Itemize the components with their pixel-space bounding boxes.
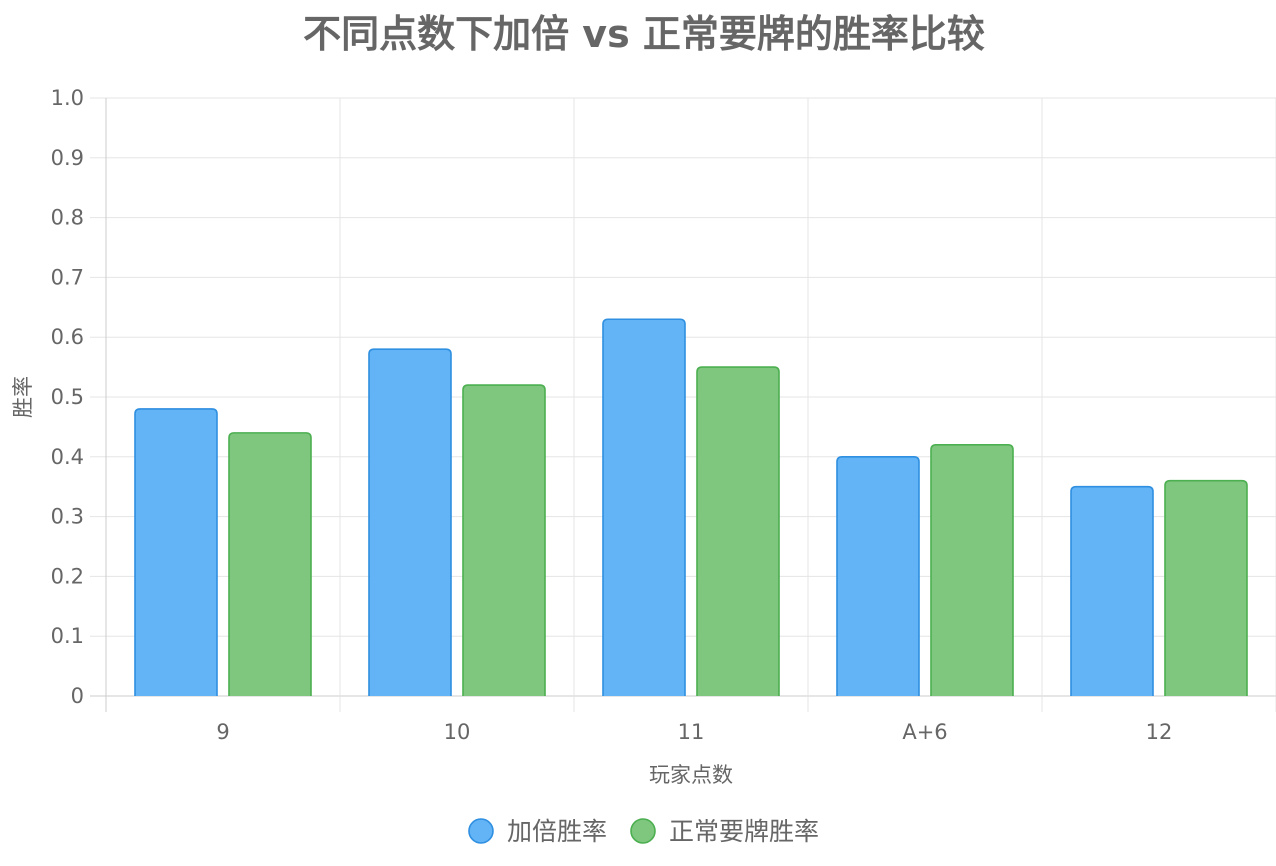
bar-double-0[interactable] xyxy=(134,408,218,696)
y-tick-label: 0.7 xyxy=(51,265,84,289)
y-tick-label: 0.2 xyxy=(51,564,84,588)
y-tick-label: 1.0 xyxy=(51,86,84,110)
legend[interactable]: 加倍胜率 正常要牌胜率 xyxy=(468,817,819,846)
x-tick-label: 12 xyxy=(1146,720,1173,744)
y-tick-label: 0.9 xyxy=(51,146,84,170)
x-tick-label: A+6 xyxy=(902,720,947,744)
x-axis-title: 玩家点数 xyxy=(649,763,733,787)
y-tick-label: 0.5 xyxy=(51,385,84,409)
bar-hit-3[interactable] xyxy=(930,444,1014,696)
y-tick-label: 0.6 xyxy=(51,325,84,349)
bar-double-2[interactable] xyxy=(602,318,686,696)
y-tick-label: 0.8 xyxy=(51,206,84,230)
bar-hit-4[interactable] xyxy=(1164,479,1248,696)
x-axis-ticks: 9 10 11 A+6 12 xyxy=(216,720,1172,744)
legend-swatch xyxy=(468,818,494,844)
y-axis-title: 胜率 xyxy=(11,376,35,418)
y-tick-label: 0.4 xyxy=(51,445,84,469)
bar-double-1[interactable] xyxy=(368,348,452,696)
y-axis-ticks: 0 0.1 0.2 0.3 0.4 0.5 0.6 0.7 0.8 0.9 1.0 xyxy=(51,86,84,708)
bar-hit-0[interactable] xyxy=(228,432,312,696)
y-tick-label: 0.3 xyxy=(51,505,84,529)
legend-swatch xyxy=(630,818,656,844)
bars xyxy=(134,318,1248,696)
bar-double-4[interactable] xyxy=(1070,485,1154,696)
bar-hit-1[interactable] xyxy=(462,384,546,696)
legend-item-1[interactable]: 正常要牌胜率 xyxy=(630,817,819,846)
legend-label: 加倍胜率 xyxy=(507,817,607,846)
y-tick-label: 0.1 xyxy=(51,624,84,648)
chart-title: 不同点数下加倍 vs 正常要牌的胜率比较 xyxy=(303,12,985,56)
bar-hit-2[interactable] xyxy=(696,366,780,696)
x-tick-label: 11 xyxy=(678,720,705,744)
x-tick-label: 9 xyxy=(216,720,229,744)
legend-item-0[interactable]: 加倍胜率 xyxy=(468,817,607,846)
x-tick-label: 10 xyxy=(444,720,471,744)
y-tick-label: 0 xyxy=(71,684,84,708)
legend-label: 正常要牌胜率 xyxy=(669,817,819,846)
bar-double-3[interactable] xyxy=(836,456,920,696)
